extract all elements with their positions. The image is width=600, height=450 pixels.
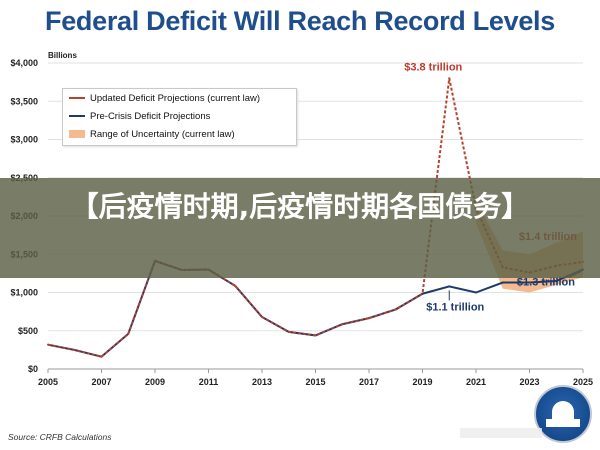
x-tick-label: 2013 xyxy=(252,377,272,387)
source-note: Source: CRFB Calculations xyxy=(8,432,112,442)
x-tick-label: 2017 xyxy=(359,377,379,387)
annotation-label: $1.3 trillion xyxy=(517,277,575,289)
y-tick-label: $2,500 xyxy=(10,173,38,183)
legend-item-uncertainty: Range of Uncertainty (current law) xyxy=(63,125,296,143)
legend-label-uncertainty: Range of Uncertainty (current law) xyxy=(90,128,235,140)
legend-swatch-updated xyxy=(69,97,85,99)
x-tick-label: 2009 xyxy=(145,377,165,387)
data-point-updated xyxy=(100,355,103,358)
data-point-pre-crisis xyxy=(501,281,504,284)
x-tick-label: 2021 xyxy=(466,377,486,387)
data-point-updated xyxy=(341,323,344,326)
watermark xyxy=(460,428,542,438)
x-tick-label: 2025 xyxy=(573,377,593,387)
legend-swatch-uncertainty xyxy=(69,130,85,138)
chart-legend: Updated Deficit Projections (current law… xyxy=(62,88,297,146)
y-tick-label: $4,000 xyxy=(10,58,38,68)
data-point-updated xyxy=(287,330,290,333)
data-point-updated xyxy=(73,349,76,352)
y-tick-label: $0 xyxy=(28,364,38,374)
y-tick-label: $500 xyxy=(18,326,38,336)
legend-label-precrisis: Pre-Crisis Deficit Projections xyxy=(90,110,211,122)
capitol-base-icon xyxy=(546,419,580,427)
data-point-updated xyxy=(47,343,49,346)
data-point-updated xyxy=(448,77,451,80)
x-tick-label: 2011 xyxy=(199,377,219,387)
capitol-dome-icon xyxy=(552,401,574,421)
overlay-banner-text: 【后疫情时期,后疫情时期各国债务】 xyxy=(70,190,530,223)
data-point-updated xyxy=(314,334,317,337)
y-tick-label: $3,000 xyxy=(10,135,38,145)
x-tick-label: 2005 xyxy=(38,377,58,387)
data-point-pre-crisis xyxy=(528,281,531,284)
data-point-updated xyxy=(368,317,370,320)
annotation-label: $1.1 trillion xyxy=(426,301,484,313)
data-point-pre-crisis xyxy=(421,292,424,295)
data-point-pre-crisis xyxy=(448,285,451,288)
x-tick-label: 2019 xyxy=(412,377,432,387)
data-point-updated xyxy=(394,308,397,311)
y-tick-label: $3,500 xyxy=(10,96,38,106)
legend-swatch-precrisis xyxy=(69,115,85,117)
unit-label: Billions xyxy=(48,51,77,60)
data-point-updated xyxy=(234,284,237,287)
x-tick-label: 2007 xyxy=(91,377,111,387)
x-tick-label: 2015 xyxy=(305,377,325,387)
overlay-banner xyxy=(0,178,600,278)
data-point-updated xyxy=(127,332,130,335)
annotation-label: $3.8 trillion xyxy=(404,61,462,73)
capitol-seal-logo xyxy=(534,385,592,443)
legend-item-updated: Updated Deficit Projections (current law… xyxy=(63,89,296,107)
legend-item-precrisis: Pre-Crisis Deficit Projections xyxy=(63,107,296,125)
data-point-pre-crisis xyxy=(555,280,558,283)
data-point-updated xyxy=(261,315,263,318)
legend-label-updated: Updated Deficit Projections (current law… xyxy=(90,92,261,104)
chart-title: Federal Deficit Will Reach Record Levels xyxy=(45,6,555,36)
x-tick-label: 2023 xyxy=(519,377,539,387)
data-point-pre-crisis xyxy=(475,291,477,294)
y-tick-label: $1,000 xyxy=(10,288,38,298)
